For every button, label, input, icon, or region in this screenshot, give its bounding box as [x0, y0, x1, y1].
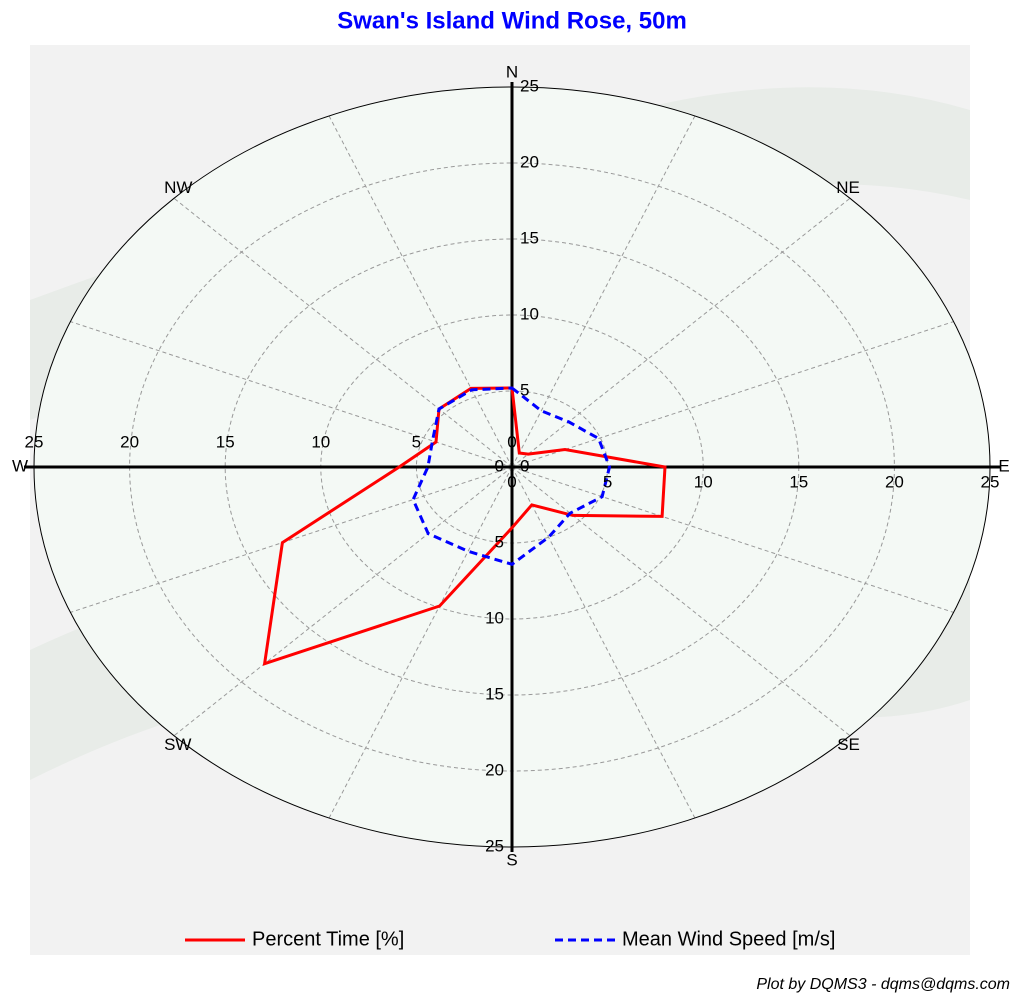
r-tick-label: 20	[885, 472, 904, 491]
direction-label: SW	[164, 735, 191, 754]
r-tick-label: 15	[789, 472, 808, 491]
r-tick-label: 15	[485, 684, 504, 703]
legend-label: Percent Time [%]	[252, 928, 404, 950]
r-tick-label: 10	[311, 432, 330, 451]
r-tick-label: 5	[495, 532, 504, 551]
r-tick-label: 15	[520, 228, 539, 247]
direction-label: N	[506, 62, 518, 81]
r-tick-label: 0	[520, 456, 529, 475]
r-tick-label: 5	[520, 380, 529, 399]
legend-label: Mean Wind Speed [m/s]	[622, 928, 835, 950]
r-tick-label: 25	[485, 836, 504, 855]
r-tick-label: 5	[603, 472, 612, 491]
r-tick-label: 20	[520, 152, 539, 171]
r-tick-label: 0	[495, 456, 504, 475]
r-tick-label: 10	[520, 304, 539, 323]
r-tick-label: 25	[520, 76, 539, 95]
direction-label: NW	[164, 178, 192, 197]
chart: Swan's Island Wind Rose, 50m Plot by DQM…	[0, 0, 1021, 1000]
r-tick-label: 20	[485, 760, 504, 779]
r-tick-label: 0	[507, 432, 516, 451]
page: Swan's Island Wind Rose, 50m Plot by DQM…	[0, 0, 1021, 1005]
r-tick-label: 10	[694, 472, 713, 491]
direction-label: S	[506, 850, 517, 869]
footer: Plot by DQMS3 - dqms@dqms.com	[756, 976, 1010, 993]
r-tick-label: 20	[120, 432, 139, 451]
direction-label: SE	[837, 735, 860, 754]
r-tick-label: 25	[981, 472, 1000, 491]
direction-label: W	[12, 456, 28, 475]
direction-label: E	[998, 456, 1009, 475]
chart-title: Swan's Island Wind Rose, 50m	[337, 7, 687, 34]
r-tick-label: 5	[412, 432, 421, 451]
r-tick-label: 0	[507, 472, 516, 491]
direction-label: NE	[836, 178, 860, 197]
r-tick-label: 15	[216, 432, 235, 451]
r-tick-label: 10	[485, 608, 504, 627]
r-tick-label: 25	[25, 432, 44, 451]
